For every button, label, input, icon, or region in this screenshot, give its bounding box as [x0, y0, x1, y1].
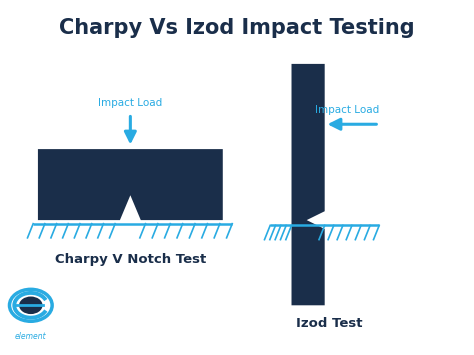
Text: Izod Test: Izod Test [296, 317, 363, 329]
Polygon shape [38, 149, 223, 220]
Text: element: element [15, 332, 46, 341]
Polygon shape [292, 64, 325, 305]
Circle shape [19, 296, 43, 314]
Text: Impact Load: Impact Load [315, 105, 379, 115]
Text: Impact Load: Impact Load [98, 98, 163, 108]
Text: Charpy V Notch Test: Charpy V Notch Test [55, 253, 206, 266]
Text: Charpy Vs Izod Impact Testing: Charpy Vs Izod Impact Testing [59, 18, 415, 38]
